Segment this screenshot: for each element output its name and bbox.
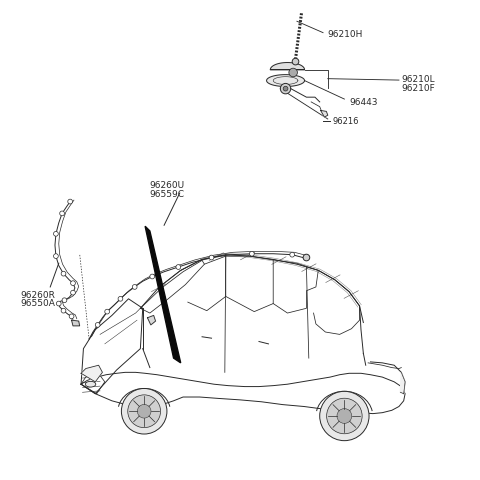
Circle shape bbox=[292, 59, 299, 66]
Circle shape bbox=[303, 255, 310, 261]
Circle shape bbox=[121, 389, 167, 434]
Text: 96260R: 96260R bbox=[21, 290, 56, 299]
Circle shape bbox=[60, 212, 64, 216]
Polygon shape bbox=[266, 75, 304, 87]
Circle shape bbox=[128, 395, 160, 428]
Circle shape bbox=[68, 200, 72, 204]
Text: 96260U: 96260U bbox=[150, 181, 185, 190]
Polygon shape bbox=[72, 321, 80, 326]
Circle shape bbox=[280, 84, 291, 95]
Circle shape bbox=[250, 252, 254, 257]
Text: 96210L: 96210L bbox=[401, 74, 435, 84]
Circle shape bbox=[283, 87, 288, 92]
Polygon shape bbox=[81, 365, 102, 382]
Polygon shape bbox=[145, 227, 180, 363]
Ellipse shape bbox=[85, 382, 96, 387]
Circle shape bbox=[61, 309, 66, 313]
Polygon shape bbox=[270, 63, 304, 71]
Circle shape bbox=[105, 310, 109, 314]
Circle shape bbox=[289, 69, 298, 78]
Circle shape bbox=[71, 291, 75, 295]
Circle shape bbox=[118, 297, 123, 301]
Text: 96559C: 96559C bbox=[150, 190, 185, 199]
Circle shape bbox=[150, 275, 155, 279]
Circle shape bbox=[132, 285, 137, 290]
Polygon shape bbox=[400, 372, 405, 394]
Circle shape bbox=[61, 272, 66, 276]
Circle shape bbox=[54, 232, 58, 237]
Text: 96216: 96216 bbox=[333, 117, 359, 126]
Circle shape bbox=[62, 298, 67, 303]
Circle shape bbox=[320, 392, 369, 441]
Text: 96550A: 96550A bbox=[21, 299, 56, 308]
Circle shape bbox=[54, 254, 58, 259]
Circle shape bbox=[71, 281, 75, 286]
Polygon shape bbox=[321, 111, 328, 118]
Text: 96210H: 96210H bbox=[328, 30, 363, 38]
Text: 96210F: 96210F bbox=[401, 84, 435, 93]
Circle shape bbox=[56, 301, 61, 306]
Text: 96443: 96443 bbox=[349, 98, 378, 107]
Circle shape bbox=[176, 265, 180, 270]
Circle shape bbox=[137, 405, 151, 418]
Circle shape bbox=[96, 323, 100, 327]
Circle shape bbox=[209, 256, 214, 260]
Circle shape bbox=[290, 253, 295, 257]
Circle shape bbox=[326, 398, 362, 434]
Circle shape bbox=[69, 314, 74, 319]
Polygon shape bbox=[147, 316, 156, 325]
Circle shape bbox=[337, 409, 352, 423]
